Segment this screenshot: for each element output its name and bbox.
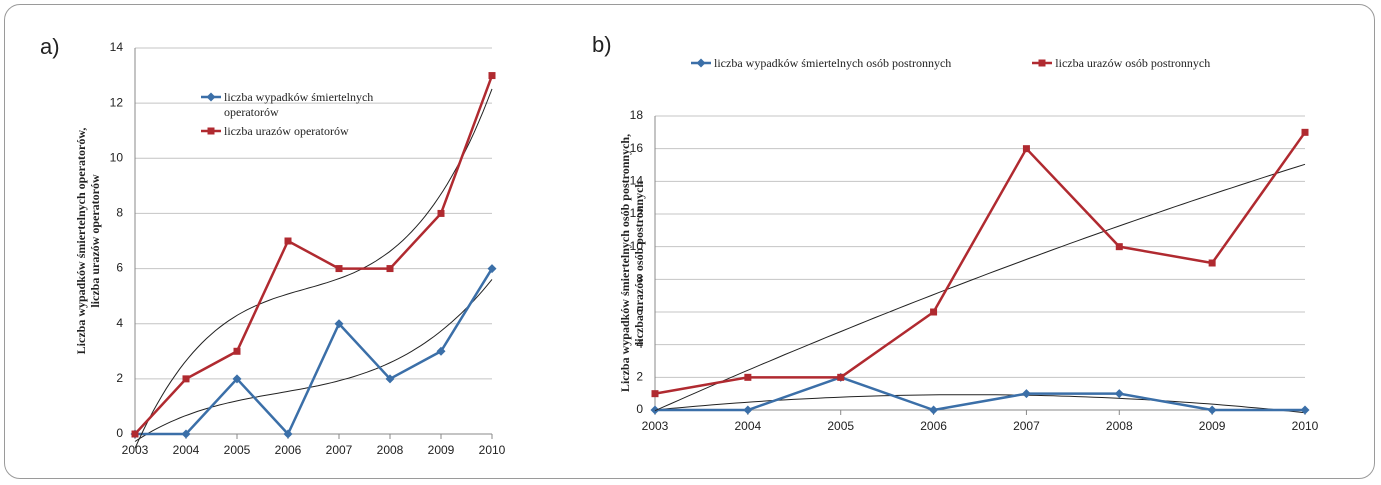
marker [1300,405,1310,415]
legend-item: liczba urazów osób postronnych [1031,56,1210,71]
legend-swatch [1032,59,1053,67]
trend-line [654,163,1306,412]
y-axis-title: Liczba wypadków śmiertelnych osób postro… [618,134,632,392]
legend-item: liczba wypadków śmiertelnych operatorów [200,90,400,120]
frame [4,4,1375,479]
y-tick-label: 6 [636,304,643,318]
x-tick-label: 2003 [122,443,149,457]
legend-label: liczba urazów operatorów [224,124,349,138]
y-tick-label: 2 [636,370,643,384]
legend-swatch [201,127,221,135]
x-tick-label: 2009 [428,443,455,457]
marker [232,374,242,384]
marker [437,209,445,217]
marker [650,405,660,415]
series-line [134,75,494,435]
marker [488,72,496,80]
y-tick-label: 6 [116,261,123,275]
marker [284,237,292,245]
legend-swatch [201,92,221,102]
marker [1021,389,1031,399]
marker [1115,243,1123,251]
trend-line [654,394,1306,414]
y-tick-label: 14 [110,40,124,54]
y-axis-title: Liczba wypadków śmiertelnych operatorów, [74,128,88,355]
marker [696,58,706,68]
series-line [655,376,1305,412]
y-tick-label: 0 [636,402,643,416]
series-line [135,267,494,437]
marker [206,92,216,102]
x-tick-label: 2003 [642,419,669,433]
legend-item: liczba wypadków śmiertelnych osób postro… [690,56,951,71]
y-tick-label: 10 [110,150,124,164]
legend: liczba wypadków śmiertelnych operatorów l… [200,90,400,139]
marker [181,429,191,439]
marker [385,374,395,384]
legend-item: liczba urazów operatorów [200,124,400,139]
marker [487,264,497,274]
marker [744,373,752,381]
marker [131,430,139,438]
legend: liczba wypadków śmiertelnych osób postro… [690,56,1330,71]
y-tick-label: 8 [636,272,643,286]
y-tick-label: 14 [630,174,644,188]
y-tick-label: 0 [116,426,123,440]
x-tick-label: 2004 [735,419,762,433]
marker [837,373,845,381]
panel-label: a) [40,34,60,59]
marker [1038,59,1046,67]
marker [1114,389,1124,399]
x-tick-label: 2010 [1292,419,1319,433]
marker [929,405,939,415]
x-tick-label: 2007 [1013,419,1040,433]
marker [283,429,293,439]
marker [436,346,446,356]
marker [386,265,394,273]
marker [334,319,344,329]
marker [1022,145,1030,153]
y-tick-label: 10 [630,239,644,253]
marker [930,308,938,316]
y-tick-label: 16 [630,141,644,155]
y-axis-title: liczba urazów osób postronnych [632,181,646,345]
y-tick-label: 12 [110,95,124,109]
marker [743,405,753,415]
series-line [654,131,1307,395]
marker [233,347,241,355]
y-tick-label: 12 [630,206,644,220]
x-tick-label: 2005 [224,443,251,457]
x-tick-label: 2007 [326,443,353,457]
marker [1301,128,1309,136]
y-tick-label: 2 [116,371,123,385]
legend-label: liczba wypadków śmiertelnych osób postro… [714,56,952,70]
panel-label: b) [592,32,612,57]
marker [1208,259,1216,267]
marker [1207,405,1217,415]
marker [182,375,190,383]
x-tick-label: 2009 [1199,419,1226,433]
marker [651,390,659,398]
y-tick-label: 4 [636,337,643,351]
x-tick-label: 2008 [1106,419,1133,433]
legend-label: liczba urazów osób postronnych [1055,56,1211,70]
marker [335,265,343,273]
x-tick-label: 2004 [173,443,200,457]
y-tick-label: 18 [630,108,644,122]
legend-swatch [691,58,711,68]
y-tick-label: 8 [116,206,123,220]
x-tick-label: 2006 [275,443,302,457]
x-tick-label: 2010 [479,443,506,457]
trend-line [134,279,493,442]
x-tick-label: 2005 [827,419,854,433]
x-tick-label: 2008 [377,443,404,457]
marker [207,127,215,135]
legend-label: liczba wypadków śmiertelnych operatorów [224,90,374,119]
trend-line [134,88,493,449]
y-tick-label: 4 [116,316,123,330]
x-tick-label: 2006 [920,419,947,433]
y-axis-title: liczba urazów operatorów [88,174,102,308]
